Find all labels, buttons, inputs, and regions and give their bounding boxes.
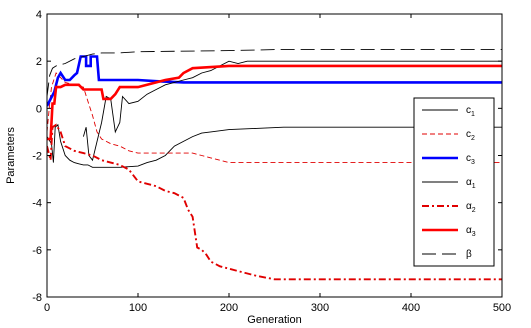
legend-label-subscript: 3 bbox=[472, 231, 476, 238]
legend-label-2: c2 bbox=[466, 129, 475, 142]
legend-label-5: α2 bbox=[466, 201, 476, 214]
series-line-7 bbox=[47, 48, 502, 97]
x-tick-label: 500 bbox=[493, 302, 511, 314]
series-line-1 bbox=[47, 123, 502, 168]
legend-label-subscript: 1 bbox=[472, 183, 476, 190]
legend-label-1: c1 bbox=[466, 105, 475, 118]
legend-label-6: α3 bbox=[466, 225, 476, 238]
legend-label-4: α1 bbox=[466, 177, 476, 190]
axes: 0 100 200 300 400 500 4 2 0 -2 -4 -6 -8 Generation Par… bbox=[5, 9, 511, 326]
legend-label-base: c bbox=[466, 105, 471, 116]
y-tick-label: -4 bbox=[32, 198, 42, 210]
legend-label-base: α bbox=[466, 201, 472, 212]
legend-label-base: c bbox=[466, 153, 471, 164]
y-tick-label: -6 bbox=[32, 245, 42, 257]
series-line-5 bbox=[47, 123, 502, 281]
legend-label-subscript: 1 bbox=[471, 111, 475, 118]
series-lines bbox=[47, 48, 502, 281]
y-tick-label: 0 bbox=[36, 103, 42, 115]
y-axis-label: Parameters bbox=[5, 127, 17, 184]
legend-label-base: β bbox=[466, 249, 472, 260]
legend-label-subscript: 3 bbox=[471, 159, 475, 166]
series-line-2 bbox=[47, 72, 502, 164]
y-tick-label: 2 bbox=[36, 56, 42, 68]
series-line-3 bbox=[47, 55, 502, 107]
legend-label-base: α bbox=[466, 177, 472, 188]
series-line-6 bbox=[47, 64, 502, 141]
series-line-4 bbox=[82, 60, 502, 162]
legend-label-subscript: 2 bbox=[471, 135, 475, 142]
x-tick-label: 0 bbox=[44, 302, 50, 314]
x-tick-label: 300 bbox=[311, 302, 329, 314]
x-tick-label: 200 bbox=[220, 302, 238, 314]
legend-label-7: β bbox=[466, 249, 472, 260]
legend-label-subscript: 2 bbox=[472, 207, 476, 214]
legend-label-base: c bbox=[466, 129, 471, 140]
legend-label-3: c3 bbox=[466, 153, 475, 166]
legend-label-base: α bbox=[466, 225, 472, 236]
x-axis-label: Generation bbox=[247, 314, 301, 326]
y-tick-label: -8 bbox=[32, 292, 42, 304]
y-tick-label: 4 bbox=[36, 9, 42, 21]
x-tick-label: 100 bbox=[129, 302, 147, 314]
x-tick-label: 400 bbox=[402, 302, 420, 314]
y-tick-label: -2 bbox=[32, 151, 42, 163]
plot-area bbox=[47, 48, 502, 281]
